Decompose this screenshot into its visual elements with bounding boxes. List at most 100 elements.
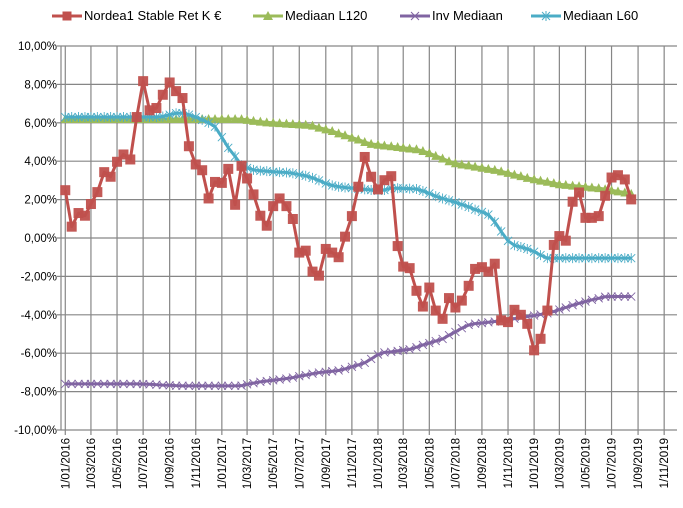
data-point-x xyxy=(249,378,258,388)
data-point-square xyxy=(424,282,435,293)
data-point-square xyxy=(372,184,383,195)
data-point-square xyxy=(66,221,77,232)
data-point-triangle xyxy=(301,119,311,129)
data-point-square xyxy=(183,141,194,152)
data-point-triangle xyxy=(411,144,421,154)
data-point-asterisk xyxy=(555,253,564,264)
legend-item-mediaan-l120: Mediaan L120 xyxy=(253,8,367,23)
data-point-asterisk xyxy=(412,184,421,195)
data-point-asterisk xyxy=(503,235,513,246)
data-point-x xyxy=(451,327,460,337)
series-mediaan-l60 xyxy=(60,108,636,264)
data-point-asterisk xyxy=(197,114,207,125)
data-point-square xyxy=(236,160,247,171)
data-point-x xyxy=(380,348,389,357)
x-tick-label: 1/11/2018 xyxy=(503,438,515,488)
data-point-triangle xyxy=(509,169,519,179)
data-point-square xyxy=(430,305,441,316)
data-point-square xyxy=(560,235,571,246)
y-tick-label: -2,00% xyxy=(21,271,57,283)
data-point-triangle xyxy=(477,162,487,172)
data-point-square xyxy=(300,245,311,256)
data-point-square xyxy=(554,231,565,242)
data-point-square xyxy=(535,333,546,344)
data-point-asterisk xyxy=(490,216,500,227)
data-point-square xyxy=(417,301,428,312)
x-tick-label: 1/03/2017 xyxy=(242,438,254,489)
y-tick-label: -8,00% xyxy=(21,387,57,399)
data-point-x xyxy=(184,381,194,391)
gridlines xyxy=(57,45,677,435)
data-point-square xyxy=(294,247,305,258)
x-tick-label: 1/11/2017 xyxy=(347,438,359,488)
data-point-square xyxy=(60,185,71,196)
x-tick-label: 1/01/2016 xyxy=(60,438,72,489)
legend-label: Mediaan L120 xyxy=(285,8,368,23)
data-point-square xyxy=(125,154,136,165)
data-point-square xyxy=(386,171,397,182)
data-point-square xyxy=(626,194,637,205)
x-tick-label: 1/07/2016 xyxy=(138,438,150,489)
data-point-square xyxy=(281,201,292,212)
data-point-square xyxy=(606,172,617,183)
data-point-square xyxy=(223,163,234,174)
data-point-asterisk xyxy=(308,172,317,183)
data-point-asterisk xyxy=(86,112,96,123)
y-tick-label: -4,00% xyxy=(21,310,57,322)
data-point-asterisk xyxy=(204,117,213,128)
data-point-x xyxy=(138,379,148,389)
data-point-asterisk xyxy=(191,112,201,123)
data-point-x xyxy=(626,292,636,301)
data-point-asterisk xyxy=(484,209,493,220)
data-point-asterisk xyxy=(171,108,181,119)
data-point-x xyxy=(93,379,102,389)
data-point-asterisk xyxy=(516,242,526,253)
data-point-x xyxy=(555,305,564,314)
data-point-x xyxy=(347,362,357,372)
data-point-triangle xyxy=(210,113,220,123)
data-point-triangle xyxy=(393,141,403,151)
data-point-triangle xyxy=(418,146,428,156)
data-point-square xyxy=(287,213,298,224)
data-point-triangle xyxy=(542,176,552,186)
data-point-triangle xyxy=(549,178,559,188)
data-point-x xyxy=(223,381,233,391)
data-point-triangle xyxy=(398,142,408,152)
data-point-x xyxy=(197,381,207,391)
data-point-asterisk xyxy=(424,188,434,199)
legend-asterisk-marker-icon xyxy=(531,10,561,21)
data-point-triangle xyxy=(431,150,441,160)
data-point-x xyxy=(620,292,630,301)
data-point-triangle xyxy=(424,148,434,158)
data-point-triangle xyxy=(334,128,344,138)
data-point-asterisk xyxy=(607,253,616,264)
data-point-square xyxy=(612,170,623,181)
data-point-square xyxy=(470,263,481,274)
data-point-asterisk xyxy=(223,142,233,153)
data-point-asterisk xyxy=(158,111,168,122)
chart-legend: Nordea1 Stable Ret K € Mediaan L120 Inv … xyxy=(0,8,683,28)
y-tick-label: 4,00% xyxy=(24,156,57,168)
data-point-triangle xyxy=(327,126,337,136)
data-point-square xyxy=(92,187,103,198)
data-point-square xyxy=(443,293,454,304)
legend-triangle-marker-icon xyxy=(253,10,283,20)
data-point-triangle xyxy=(483,163,493,173)
data-point-x xyxy=(112,379,122,389)
data-point-asterisk xyxy=(626,253,636,264)
data-point-square xyxy=(216,177,227,188)
data-point-triangle xyxy=(255,116,265,126)
data-point-square xyxy=(503,317,514,328)
y-tick-label: -10,00% xyxy=(14,425,57,437)
x-tick-label: 1/03/2018 xyxy=(398,438,410,489)
data-point-asterisk xyxy=(510,240,519,251)
data-point-square xyxy=(437,313,448,324)
series-line-inv-mediaan xyxy=(65,295,632,388)
data-point-x xyxy=(418,340,428,350)
data-point-asterisk xyxy=(398,183,408,194)
data-point-x xyxy=(74,379,83,389)
data-point-x xyxy=(373,350,383,359)
data-point-asterisk xyxy=(470,204,480,215)
data-point-x xyxy=(574,298,584,308)
